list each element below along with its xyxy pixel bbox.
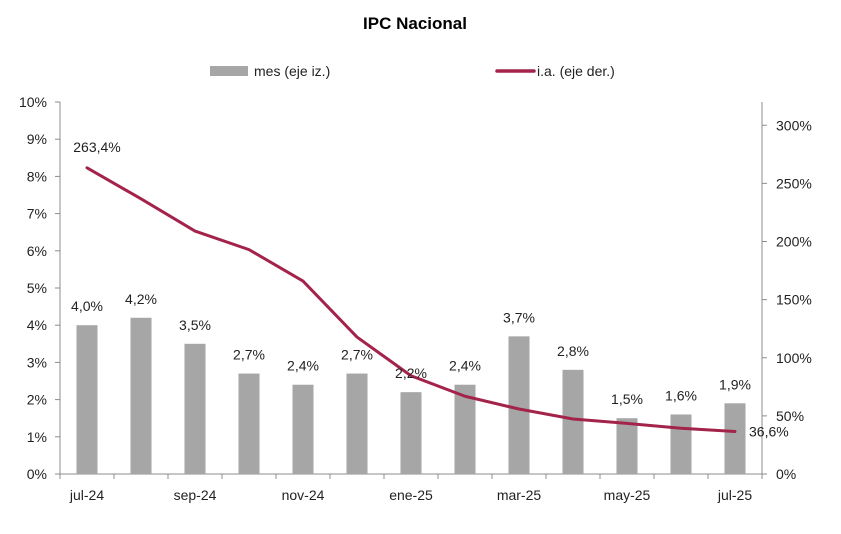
y-left-tick-label: 5%: [27, 280, 47, 296]
bar-jul-25: [724, 403, 746, 474]
legend-line-label: i.a. (eje der.): [537, 63, 615, 79]
bar-sep-24: [184, 343, 206, 474]
bar-label-mar-25: 3,7%: [503, 309, 535, 325]
x-tick-label: jul-25: [717, 487, 752, 503]
bar-label-ago-24: 4,2%: [125, 291, 157, 307]
x-tick-label: ene-25: [389, 487, 433, 503]
line-label-first: 263,4%: [73, 139, 120, 155]
legend-bar-label: mes (eje iz.): [254, 63, 330, 79]
x-tick-label: jul-24: [69, 487, 104, 503]
bar-label-jul-24: 4,0%: [71, 298, 103, 314]
bar-label-jul-25: 1,9%: [719, 376, 751, 392]
bar-abr-25: [562, 369, 584, 474]
y-left-tick-label: 10%: [19, 94, 47, 110]
bar-oct-24: [238, 373, 260, 474]
bar-label-nov-24: 2,4%: [287, 358, 319, 374]
data-labels: 4,0% 4,2% 3,5% 2,7% 2,4% 2,7% 2,2% 2,4% 3,7% 2,8%…: [71, 139, 789, 440]
chart-title: IPC Nacional: [363, 14, 467, 33]
bar-ago-24: [130, 317, 152, 474]
y-left-tick-label: 6%: [27, 243, 47, 259]
bar-feb-25: [454, 384, 476, 474]
bar-jul-24: [76, 325, 98, 474]
y-right-tick-label: 50%: [776, 408, 804, 424]
y-left-tick-label: 4%: [27, 317, 47, 333]
y-left-tick-label: 2%: [27, 392, 47, 408]
line-label-last: 36,6%: [749, 423, 789, 439]
axes: 0% 1% 2% 3% 4% 5% 6% 7% 8% 9% 10% 0% 50% 100% 150% 200%…: [19, 94, 812, 503]
y-right-tick-label: 200%: [776, 234, 812, 250]
bar-label-ene-25: 2,2%: [395, 365, 427, 381]
legend: mes (eje iz.) i.a. (eje der.): [210, 63, 615, 79]
x-tick-label: sep-24: [174, 487, 217, 503]
bar-label-oct-24: 2,7%: [233, 347, 265, 363]
bar-label-jun-25: 1,6%: [665, 387, 697, 403]
x-tick-label: may-25: [604, 487, 651, 503]
y-right-tick-label: 300%: [776, 117, 812, 133]
bar-mar-25: [508, 336, 530, 474]
y-left-tick-label: 9%: [27, 131, 47, 147]
bar-may-25: [616, 418, 638, 474]
bar-label-dic-24: 2,7%: [341, 347, 373, 363]
y-left-tick-label: 3%: [27, 354, 47, 370]
y-right-tick-label: 250%: [776, 175, 812, 191]
bar-label-sep-24: 3,5%: [179, 317, 211, 333]
y-left-tick-label: 0%: [27, 466, 47, 482]
line-ia: [85, 166, 737, 433]
bar-nov-24: [292, 384, 314, 474]
legend-bar-swatch: [210, 66, 248, 76]
bar-series: [76, 317, 746, 474]
x-tick-label: nov-24: [282, 487, 325, 503]
y-right-tick-label: 0%: [776, 466, 796, 482]
bar-dic-24: [346, 373, 368, 474]
y-right-tick-label: 100%: [776, 350, 812, 366]
y-left-tick-label: 1%: [27, 429, 47, 445]
bar-label-abr-25: 2,8%: [557, 343, 589, 359]
bar-label-may-25: 1,5%: [611, 391, 643, 407]
bar-ene-25: [400, 392, 422, 474]
line-series: [85, 166, 737, 433]
x-tick-label: mar-25: [497, 487, 542, 503]
bar-label-feb-25: 2,4%: [449, 358, 481, 374]
y-left-tick-label: 8%: [27, 168, 47, 184]
y-right-tick-label: 150%: [776, 292, 812, 308]
bar-jun-25: [670, 414, 692, 474]
y-left-tick-label: 7%: [27, 206, 47, 222]
